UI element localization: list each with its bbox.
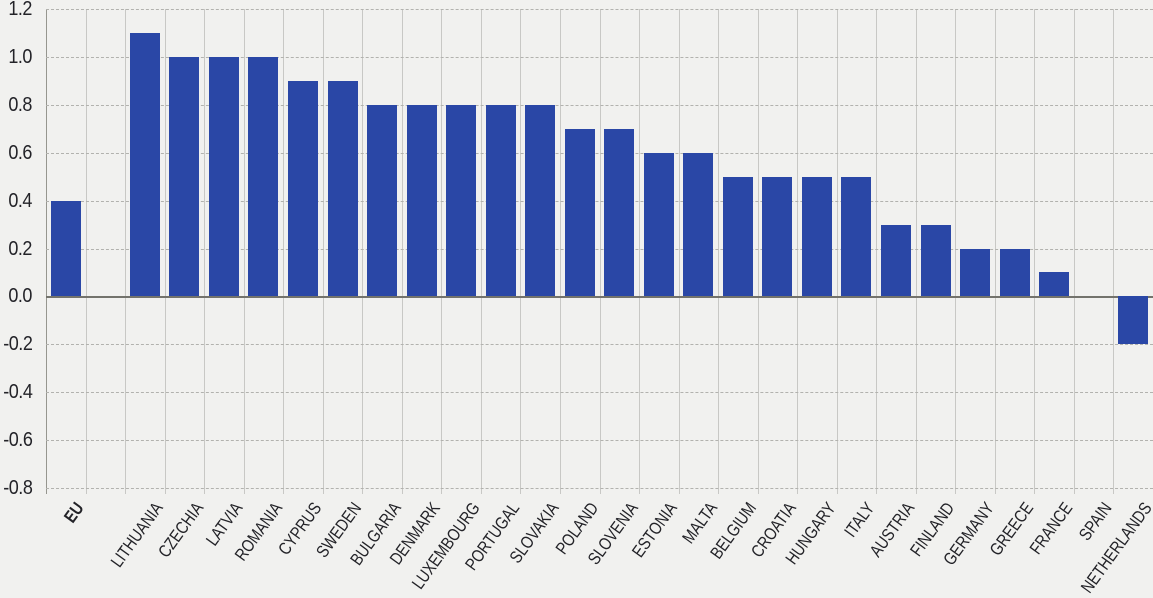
bar-italy xyxy=(841,176,872,297)
bar-poland xyxy=(564,128,595,297)
bar-sweden xyxy=(327,80,358,297)
vertical-gridline xyxy=(758,9,759,494)
y-axis-label: 0.0 xyxy=(8,285,32,308)
bar-greece xyxy=(999,248,1030,297)
x-axis-label: LITHUANIA xyxy=(106,498,168,571)
vertical-gridline xyxy=(995,9,996,494)
horizontal-gridline xyxy=(46,56,1153,58)
x-axis-label: ITALY xyxy=(840,498,879,541)
vertical-gridline xyxy=(837,9,838,494)
horizontal-gridline xyxy=(46,200,1153,202)
vertical-gridline xyxy=(876,9,877,494)
horizontal-gridline xyxy=(46,392,1153,394)
y-axis-label: 0.6 xyxy=(8,141,32,164)
vertical-gridline xyxy=(679,9,680,494)
vertical-gridline xyxy=(125,9,126,494)
bar-cyprus xyxy=(287,80,318,297)
bar-france xyxy=(1039,272,1070,297)
bar-latvia xyxy=(208,56,239,297)
y-axis-label: 1.2 xyxy=(8,0,32,20)
horizontal-gridline xyxy=(46,152,1153,154)
y-axis-label: -0.8 xyxy=(3,477,33,499)
vertical-gridline xyxy=(244,9,245,494)
vertical-gridline xyxy=(718,9,719,494)
y-axis-label: -0.6 xyxy=(3,429,33,452)
bar-denmark xyxy=(406,104,437,297)
vertical-gridline xyxy=(402,9,403,494)
y-axis-label: 0.8 xyxy=(8,93,32,116)
bar-finland xyxy=(920,224,951,297)
bar-luxembourg xyxy=(446,104,477,297)
vertical-gridline xyxy=(481,9,482,494)
x-axis-label: SPAIN xyxy=(1075,498,1117,545)
bar-lithuania xyxy=(129,32,160,297)
bar-czechia xyxy=(169,56,200,297)
vertical-gridline xyxy=(639,9,640,494)
bar-estonia xyxy=(643,152,674,297)
bar-malta xyxy=(683,152,714,297)
vertical-gridline xyxy=(797,9,798,494)
horizontal-gridline xyxy=(46,248,1153,250)
horizontal-gridline xyxy=(46,344,1153,346)
vertical-gridline xyxy=(86,9,87,494)
vertical-gridline xyxy=(323,9,324,494)
bar-belgium xyxy=(722,176,753,297)
plot-area xyxy=(46,9,1153,494)
vertical-gridline xyxy=(955,9,956,494)
horizontal-gridline xyxy=(46,488,1153,489)
bar-austria xyxy=(881,224,912,297)
vertical-gridline xyxy=(520,9,521,494)
vertical-gridline xyxy=(165,9,166,494)
vertical-gridline xyxy=(204,9,205,494)
bar-hungary xyxy=(801,176,832,297)
bar-portugal xyxy=(485,104,516,297)
y-axis-label: 1.0 xyxy=(8,45,32,68)
bar-slovakia xyxy=(525,104,556,297)
vertical-gridline xyxy=(283,9,284,494)
y-axis-label: 0.4 xyxy=(8,189,32,212)
horizontal-gridline xyxy=(46,440,1153,442)
vertical-gridline xyxy=(1074,9,1075,494)
vertical-gridline xyxy=(600,9,601,494)
vertical-gridline xyxy=(1113,9,1114,494)
bar-netherlands xyxy=(1118,296,1149,345)
zero-line xyxy=(46,295,1153,298)
vertical-gridline xyxy=(560,9,561,494)
bar-romania xyxy=(248,56,279,297)
y-axis-label: -0.2 xyxy=(3,333,33,356)
y-axis-line xyxy=(46,9,47,494)
bar-croatia xyxy=(762,176,793,297)
vertical-gridline xyxy=(916,9,917,494)
x-axis-label: EU xyxy=(60,498,89,527)
bar-bulgaria xyxy=(367,104,398,297)
y-axis-label: -0.4 xyxy=(3,381,33,404)
bar-germany xyxy=(960,248,991,297)
vertical-gridline xyxy=(1034,9,1035,494)
horizontal-gridline xyxy=(46,9,1153,10)
vertical-gridline xyxy=(362,9,363,494)
bar-eu xyxy=(50,200,81,297)
horizontal-gridline xyxy=(46,104,1153,106)
y-axis-label: 0.2 xyxy=(8,237,32,260)
bar-slovenia xyxy=(604,128,635,297)
vertical-gridline xyxy=(441,9,442,494)
